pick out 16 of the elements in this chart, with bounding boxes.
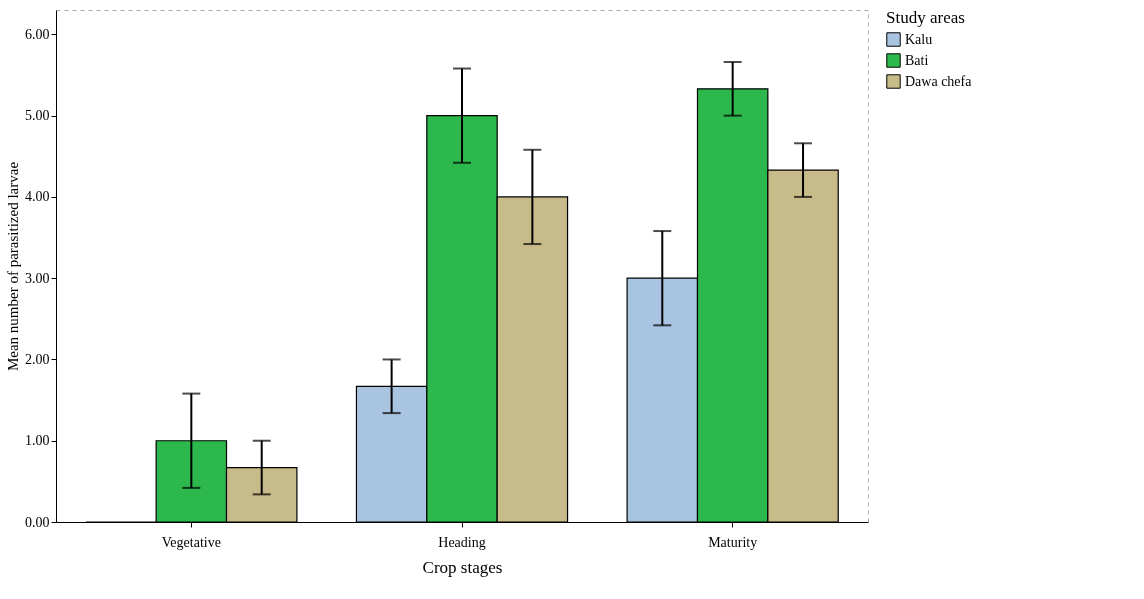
y-tick-label: 6.00 [25, 26, 50, 42]
y-tick-label: 4.00 [25, 189, 50, 205]
x-tick-label: Vegetative [161, 534, 221, 550]
y-tick-label: 2.00 [25, 351, 50, 367]
y-axis-title: Mean number of parasitized larvae [5, 161, 21, 372]
y-tick-label: 0.00 [25, 514, 50, 530]
y-tick-label: 1.00 [25, 433, 50, 449]
x-tick-label: Maturity [708, 534, 758, 550]
x-axis-title: Crop stages [422, 557, 503, 577]
legend-label: Dawa chefa [905, 73, 973, 89]
y-tick-label: 3.00 [25, 270, 50, 286]
legend-label: Kalu [905, 31, 933, 47]
y-tick-label: 5.00 [25, 108, 50, 124]
legend-title: Study areas [886, 8, 965, 27]
legend-label: Bati [905, 52, 929, 68]
x-tick-label: Heading [438, 534, 486, 550]
